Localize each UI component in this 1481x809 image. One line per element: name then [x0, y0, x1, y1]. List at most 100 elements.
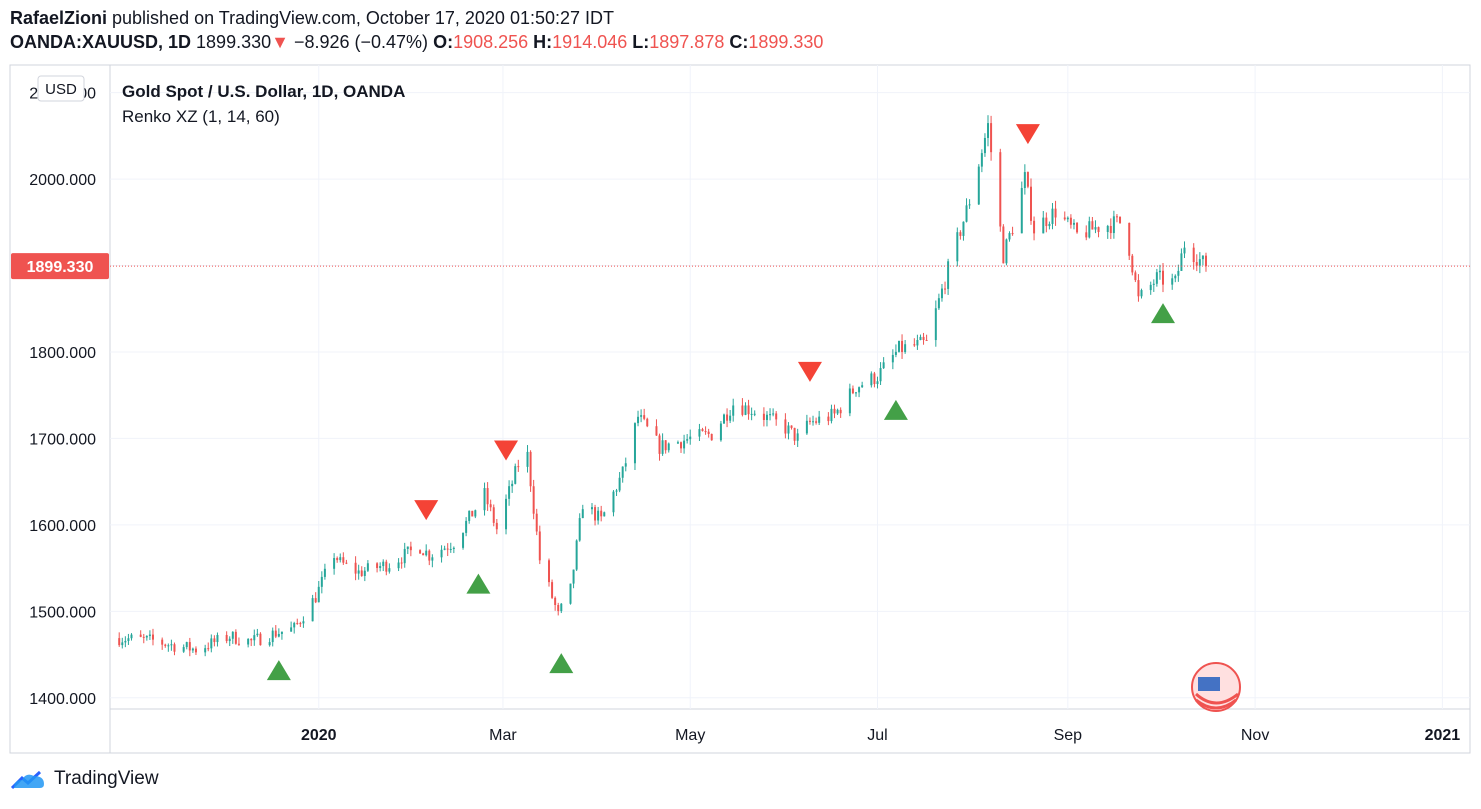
x-tick-label: May — [675, 727, 705, 744]
candle-up — [722, 414, 725, 424]
candle-down — [225, 634, 228, 642]
buy-signal-arrow — [883, 399, 908, 420]
candle-up — [182, 647, 185, 652]
candle-up — [977, 166, 980, 205]
candle-down — [1204, 255, 1207, 267]
indicator-legend[interactable]: Renko XZ (1, 14, 60) — [122, 107, 280, 126]
open-label: O: — [433, 32, 454, 52]
candle-up — [812, 421, 815, 423]
candle-up — [1158, 270, 1161, 273]
candle-down — [999, 152, 1002, 227]
tradingview-cloud-icon[interactable] — [10, 768, 48, 790]
candle-down — [422, 553, 425, 556]
candle-up — [1198, 259, 1201, 266]
candle-down — [815, 421, 818, 423]
candle-up — [1051, 208, 1054, 224]
candle-down — [376, 563, 379, 569]
candle-up — [1008, 233, 1011, 240]
candle-down — [851, 388, 854, 394]
current-price-label: 1899.330 — [27, 259, 94, 276]
candle-down — [1192, 247, 1195, 263]
symbol-label: OANDA:XAUUSD, 1D — [10, 32, 192, 52]
candle-up — [637, 416, 640, 424]
candle-up — [615, 490, 618, 492]
candle-up — [363, 570, 366, 576]
candle-up — [956, 232, 959, 262]
candle-down — [151, 634, 154, 640]
candle-up — [449, 549, 452, 551]
candle-up — [1149, 284, 1152, 291]
candle-down — [554, 597, 557, 606]
candle-down — [409, 546, 412, 551]
grid-lines — [110, 65, 1470, 709]
candle-up — [732, 405, 735, 416]
candle-down — [1134, 272, 1137, 281]
y-tick-label: 1500.000 — [29, 604, 96, 621]
y-tick-label: 1600.000 — [29, 518, 96, 535]
candle-up — [965, 205, 968, 222]
last-price: 1899.330 — [196, 32, 272, 52]
candle-up — [388, 568, 391, 572]
candle-up — [1177, 270, 1180, 276]
candle-up — [317, 586, 320, 603]
candle-down — [594, 507, 597, 521]
candle-down — [194, 648, 197, 653]
candle-up — [1023, 172, 1026, 188]
currency-badge-bg — [37, 75, 85, 102]
x-tick-label: Nov — [1241, 727, 1269, 744]
candle-down — [234, 631, 237, 644]
chart-header: RafaelZioni published on TradingView.com… — [10, 6, 823, 54]
candle-up — [597, 510, 600, 521]
candle-down — [118, 638, 121, 646]
candle-down — [701, 429, 704, 432]
candle-down — [990, 123, 993, 153]
candle-up — [311, 598, 314, 622]
tradingview-brand[interactable]: TradingView — [54, 768, 159, 789]
price-axis[interactable]: 1400.000 1500.000 1600.000 1700.000 1800.000… — [29, 86, 96, 708]
candle-up — [277, 633, 280, 637]
time-axis[interactable]: 2020 Mar May Jul Sep Nov 2021 — [301, 727, 1460, 744]
candle-up — [787, 425, 790, 434]
author-name[interactable]: RafaelZioni — [10, 8, 108, 28]
candle-up — [569, 583, 572, 604]
candle-down — [535, 513, 538, 532]
candle-up — [271, 630, 274, 643]
candle-up — [876, 381, 879, 385]
candle-down — [345, 562, 348, 564]
current-price-tag: 1899.330 — [11, 253, 109, 280]
candle-up — [962, 221, 965, 236]
candle-up — [247, 638, 250, 645]
candle-down — [164, 644, 167, 646]
y-tick-label: 1400.000 — [29, 691, 96, 708]
candle-down — [274, 630, 277, 637]
candle-up — [572, 569, 575, 584]
candle-up — [204, 648, 207, 653]
candle-up — [483, 488, 486, 511]
currency-badge[interactable]: USD — [37, 75, 85, 102]
close-value: 1899.330 — [748, 32, 824, 52]
candle-up — [1072, 222, 1075, 225]
publish-line: RafaelZioni published on TradingView.com… — [10, 6, 823, 30]
candle-down — [1002, 226, 1005, 264]
candle-down — [913, 344, 916, 346]
candle-up — [474, 510, 477, 517]
buy-signal-arrow — [466, 573, 491, 594]
candle-down — [808, 420, 811, 422]
current-price-tag-bg — [11, 253, 109, 280]
candle-down — [538, 531, 541, 561]
candle-down — [1011, 233, 1014, 235]
candle-down — [557, 605, 560, 612]
candle-up — [796, 433, 799, 441]
candle-down — [680, 442, 683, 449]
candle-up — [858, 387, 861, 393]
candle-down — [400, 562, 403, 564]
candle-down — [793, 427, 796, 441]
candle-down — [1054, 208, 1057, 218]
candle-up — [216, 634, 219, 643]
candle-down — [161, 639, 164, 645]
candle-up — [1152, 283, 1155, 285]
y-tick-label: 1800.000 — [29, 345, 96, 362]
candle-down — [1085, 232, 1088, 238]
candle-up — [339, 557, 342, 561]
